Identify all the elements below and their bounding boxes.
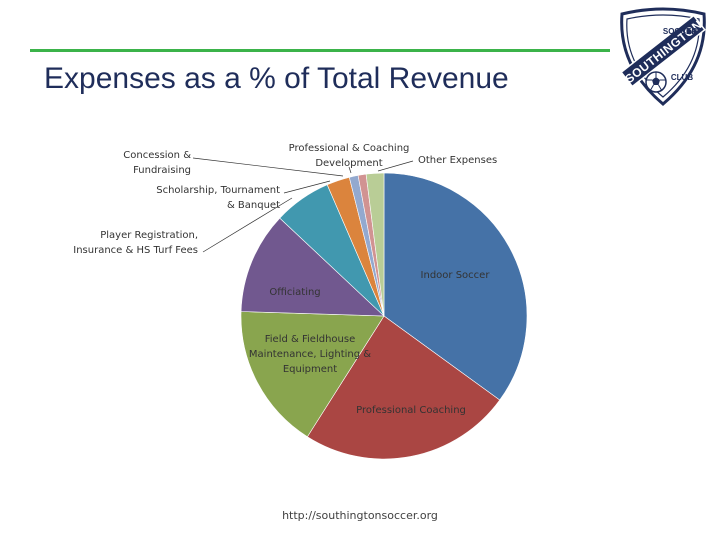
slice-label-line: Maintenance, Lighting & — [249, 349, 371, 360]
pie-slice-officiating — [240, 217, 385, 317]
slice-label-professional-coaching-development: Professional & Coaching Development — [289, 143, 410, 169]
soccer-ball-icon — [645, 71, 667, 93]
leader-line-player-registration-insurance-hs-turf-fees — [202, 197, 293, 253]
slice-label-line: Development — [315, 158, 382, 169]
leader-line-professional-coaching-development — [348, 166, 352, 174]
slice-label-line: Other Expenses — [418, 155, 497, 166]
leader-line-scholarship-tournament-banquet — [283, 180, 331, 194]
leader-line-concession-fundraising — [192, 157, 344, 177]
slice-label-other-expenses: Other Expenses — [418, 155, 497, 166]
pie-slice-other-expenses — [365, 172, 385, 317]
slice-label-line: Insurance & HS Turf Fees — [73, 245, 198, 256]
slice-label-line: Indoor Soccer — [421, 270, 491, 281]
pie-slice-professional-coaching — [306, 315, 501, 460]
slice-label-line: Player Registration, — [100, 230, 198, 241]
slice-label-professional-coaching: Professional Coaching — [356, 405, 466, 416]
logo-small-text-2: CLUB — [671, 73, 693, 82]
title-underline — [30, 49, 610, 52]
slice-label-officiating: Officiating — [269, 287, 320, 298]
logo-small-text-1: SOCCER — [663, 27, 697, 36]
leader-line-other-expenses — [377, 160, 414, 172]
slice-label-concession-fundraising: Concession & Fundraising — [123, 150, 191, 176]
slice-label-line: Fundraising — [133, 165, 191, 176]
slice-label-line: Equipment — [283, 364, 337, 375]
slice-label-line: & Banquet — [227, 200, 280, 211]
slice-label-field-fieldhouse-maintenance-lighting-equipment: Field & Fieldhouse Maintenance, Lighting … — [249, 334, 371, 375]
slice-label-line: Field & Fieldhouse — [265, 334, 355, 345]
slice-label-indoor-soccer: Indoor Soccer — [421, 270, 491, 281]
slice-label-line: Concession & — [123, 150, 191, 161]
slice-label-line: Professional Coaching — [356, 405, 466, 416]
club-logo: SOUTHINGTON SOCCER CLUB — [620, 7, 706, 106]
footer-url: http://southingtonsoccer.org — [282, 509, 438, 522]
slice-label-player-registration-insurance-hs-turf-fees: Player Registration, Insurance & HS Turf … — [73, 230, 198, 256]
pie-slice-indoor-soccer — [383, 172, 528, 401]
slice-label-line: Officiating — [269, 287, 320, 298]
slice-label-line: Professional & Coaching — [289, 143, 410, 154]
pie-slice-field-fieldhouse-maintenance-lighting-equipment — [240, 311, 385, 438]
slide-title: Expenses as a % of Total Revenue — [44, 62, 509, 95]
slice-label-scholarship-tournament-banquet: Scholarship, Tournament & Banquet — [156, 185, 280, 211]
slice-label-line: Scholarship, Tournament — [156, 185, 280, 196]
